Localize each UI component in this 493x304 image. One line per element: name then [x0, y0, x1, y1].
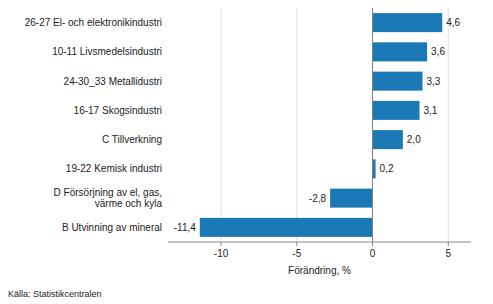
x-axis-line: [168, 242, 471, 243]
data-label: 0,2: [380, 163, 394, 174]
category-label: 19-22 Kemisk industri: [66, 163, 162, 174]
tick-label: -5: [292, 248, 301, 259]
grid-line: [296, 8, 297, 242]
chart-container: -10 -5 0 5 -11,4 -2,8 0,2 2,0 3,1 3,3 3,6 4,6 B Utvi…: [0, 0, 493, 304]
category-label: D Försörjning av el, gas,värme och kyla: [54, 187, 163, 209]
grid-line: [221, 8, 222, 242]
tick-mark: [221, 242, 222, 246]
x-axis-label: Förändring, %: [288, 265, 351, 276]
bar: [373, 13, 443, 32]
data-label: 2,0: [407, 134, 421, 145]
tick-label: 0: [370, 248, 376, 259]
data-label: -11,4: [174, 222, 196, 233]
tick-mark: [448, 242, 449, 246]
grid: [221, 8, 448, 242]
tick-label: 5: [445, 248, 451, 259]
bar: [373, 101, 420, 120]
bar: [373, 42, 428, 61]
source-note: Källa: Statistikcentralen: [8, 289, 102, 299]
tick-mark: [296, 242, 297, 246]
zero-line: [372, 8, 373, 242]
tick-mark: [372, 242, 373, 246]
grid-line: [372, 8, 373, 242]
bar: [200, 218, 373, 237]
category-label: 26-27 El- och elektronikindustri: [25, 17, 162, 28]
data-label: 3,6: [431, 46, 445, 57]
bar: [330, 189, 372, 208]
bar: [373, 130, 403, 149]
bar: [373, 72, 423, 91]
data-label: 3,3: [427, 76, 441, 87]
category-label: 16-17 Skogsindustri: [74, 105, 162, 116]
chart: -10 -5 0 5 -11,4 -2,8 0,2 2,0 3,1 3,3 3,6 4,6 B Utvi…: [0, 0, 493, 304]
data-label: -2,8: [309, 193, 327, 204]
data-label: 3,1: [423, 105, 437, 116]
category-label: 10-11 Livsmedelsindustri: [52, 46, 162, 57]
tick-label: -10: [214, 248, 229, 259]
data-label: 4,6: [446, 17, 460, 28]
category-label: 24-30_33 Metallidustri: [64, 76, 162, 87]
category-label: C Tillverkning: [102, 134, 162, 145]
bars: [200, 13, 442, 237]
category-label: B Utvinning av mineral: [62, 222, 162, 233]
grid-line: [448, 8, 449, 242]
